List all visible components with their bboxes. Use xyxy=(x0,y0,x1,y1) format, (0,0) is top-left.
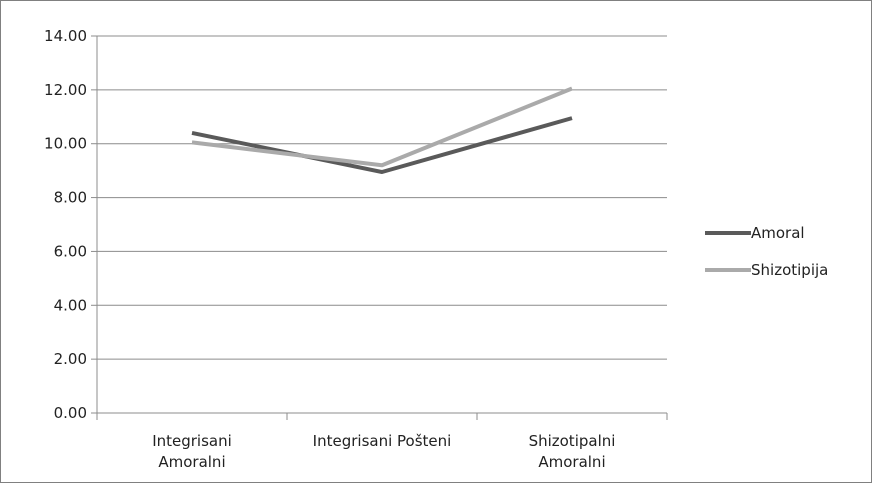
series-line-shizotipija xyxy=(191,86,573,168)
legend-label: Shizotipija xyxy=(751,261,828,279)
axes xyxy=(91,35,668,420)
y-tick-label: 2.00 xyxy=(54,350,87,368)
y-tick-labels: 0.00 2.00 4.00 6.00 8.00 10.00 12.00 14.00 xyxy=(44,27,87,422)
y-tick-label: 4.00 xyxy=(54,296,87,314)
y-tick-label: 10.00 xyxy=(44,135,87,153)
x-tick-label: Integrisani Amoralni xyxy=(152,432,232,471)
y-tick-label: 8.00 xyxy=(54,189,87,207)
series-lines xyxy=(191,86,573,174)
y-tick-label: 6.00 xyxy=(54,242,87,260)
legend-label: Amoral xyxy=(751,224,805,242)
y-tick-label: 0.00 xyxy=(54,404,87,422)
y-tick-label: 14.00 xyxy=(44,27,87,45)
x-tick-labels: Integrisani Amoralni Integrisani Pošteni Sh… xyxy=(152,432,615,471)
x-tick-label: Integrisani Pošteni xyxy=(313,432,452,450)
legend: Amoral Shizotipija xyxy=(705,224,828,279)
x-tick-label: Shizotipalni Amoralni xyxy=(529,432,616,471)
series-line-amoral xyxy=(191,116,573,174)
y-tick-label: 12.00 xyxy=(44,81,87,99)
gridlines xyxy=(97,35,667,360)
